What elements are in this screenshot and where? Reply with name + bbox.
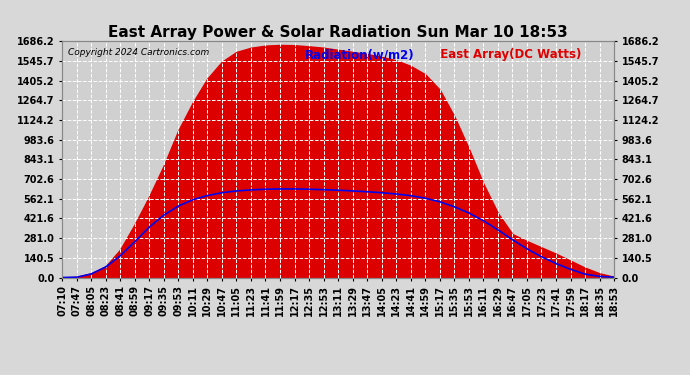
Text: Copyright 2024 Cartronics.com: Copyright 2024 Cartronics.com: [68, 48, 209, 57]
Text: Radiation(w/m2): Radiation(w/m2): [305, 48, 415, 62]
Title: East Array Power & Solar Radiation Sun Mar 10 18:53: East Array Power & Solar Radiation Sun M…: [108, 25, 568, 40]
Text: East Array(DC Watts): East Array(DC Watts): [432, 48, 581, 62]
